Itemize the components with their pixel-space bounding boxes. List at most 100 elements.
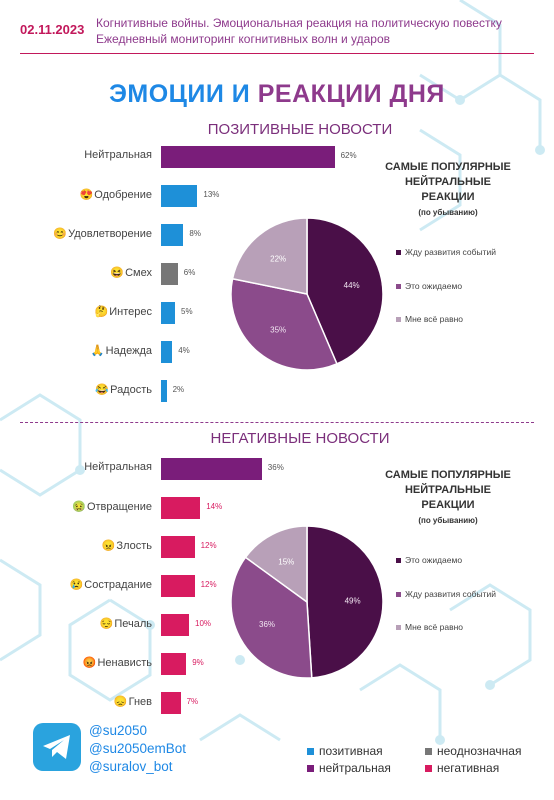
pie-legend-label: Это ожидаемо — [405, 555, 463, 565]
negative-popular-title-line1: САМЫЕ ПОПУЛЯРНЫЕ — [385, 469, 511, 481]
footer-handles: @su2050 @su2050emBot @suralov_bot — [0, 0, 186, 774]
bar-value-label: 14% — [206, 502, 223, 511]
positive-news-title: ПОЗИТИВНЫЕ НОВОСТИ — [207, 121, 393, 138]
bar-category-text: Гнев — [128, 696, 152, 708]
handle-link[interactable]: @suralov_bot — [89, 759, 173, 774]
bar-row: 🤢Отвращение 14% — [0, 497, 554, 519]
header-rule — [20, 53, 534, 54]
positive-popular-title: САМЫЕ ПОПУЛЯРНЫЕ НЕЙТРАЛЬНЫЕ РЕАКЦИИ (по… — [378, 160, 518, 220]
negative-popular-title: САМЫЕ ПОПУЛЯРНЫЕ НЕЙТРАЛЬНЫЕ РЕАКЦИИ (по… — [378, 468, 518, 528]
legend-swatch — [425, 765, 432, 773]
bar-category-text: Надежда — [105, 345, 152, 357]
bar-row: 😢Сострадание 12% — [0, 575, 554, 597]
pie-legend-swatch — [396, 250, 401, 256]
report-subtitle-line1: Когнитивные войны. Эмоциональная реакция… — [96, 16, 502, 30]
bar-row: 😡Ненависть 9% — [0, 653, 554, 675]
bar-value-label: 9% — [192, 658, 204, 667]
pie-slice — [306, 525, 384, 679]
bar-row: 😠Злость 12% — [0, 536, 554, 558]
pie-value-label: 35% — [270, 325, 286, 334]
emoji-icon: 🤢 — [72, 501, 86, 513]
emoji-icon: 😠 — [101, 540, 116, 552]
bar-category-text: Нейтральная — [84, 149, 152, 161]
pie-slice — [244, 525, 308, 604]
bar — [161, 341, 173, 363]
pie-legend-swatch — [396, 625, 401, 631]
bar-value-label: 8% — [189, 229, 201, 238]
handle-link[interactable]: @su2050 — [89, 723, 147, 738]
report-subtitle: Когнитивные войны. Эмоциональная реакция… — [96, 15, 502, 47]
bar-category-text: Одобрение — [94, 189, 152, 201]
pie-value-label: 49% — [345, 597, 361, 606]
pie-value-label: 36% — [259, 620, 275, 629]
negative-bar-chart: Нейтральная 36% 🤢Отвращение 14% 😠Злость 12% 😢С… — [0, 458, 554, 718]
bar-row: 🙏Надежда 4% — [0, 341, 554, 363]
bar-category-label: 😞Гнев — [114, 695, 152, 708]
legend-label: негативная — [437, 761, 500, 775]
emoji-icon: 😊 — [53, 228, 68, 240]
pie-legend-item: Мне всё равно — [396, 622, 463, 632]
bar-row: Нейтральная 62% — [0, 146, 554, 168]
legend-label: нейтральная — [319, 761, 391, 775]
negative-news-title: НЕГАТИВНЫЕ НОВОСТИ — [210, 430, 390, 447]
legend-positive: позитивная — [307, 744, 383, 758]
emoji-icon: 😆 — [110, 267, 125, 279]
bar-row: 😔Печаль 10% — [0, 614, 554, 636]
pie-legend-item: Мне всё равно — [396, 314, 463, 324]
legend-negative: негативная — [425, 761, 499, 775]
bar-row: Нейтральная 36% — [0, 458, 554, 480]
bar — [161, 302, 175, 324]
bar — [161, 536, 195, 558]
handle-link[interactable]: @su2050emBot — [89, 741, 187, 756]
bar — [161, 146, 335, 168]
bar-value-label: 12% — [200, 580, 217, 589]
report-date: 02.11.2023 — [20, 22, 85, 37]
bar-value-label: 12% — [200, 541, 217, 550]
legend-neutral: нейтральная — [307, 761, 391, 775]
bar — [161, 263, 178, 285]
legend-swatch — [307, 765, 314, 773]
bar-category-text: Ненависть — [97, 657, 152, 669]
pie-legend-item: Это ожидаемо — [396, 555, 462, 565]
legend-swatch — [425, 748, 432, 756]
footer-legend: позитивная неоднозначная нейтральная нег… — [0, 0, 521, 775]
bar-category-text: Печаль — [114, 618, 152, 630]
emoji-icon: 😍 — [79, 189, 94, 201]
pie-legend-label: Жду развития событий — [405, 589, 496, 599]
page-title-part2: РЕАКЦИИ ДНЯ — [257, 80, 445, 108]
pie-value-label: 22% — [270, 255, 286, 264]
positive-popular-title-line1: САМЫЕ ПОПУЛЯРНЫЕ — [385, 161, 511, 173]
negative-popular-title-line2: НЕЙТРАЛЬНЫЕ РЕАКЦИИ — [404, 484, 492, 511]
bar — [161, 458, 262, 480]
bar-category-label: 🤔Интерес — [95, 305, 152, 318]
telegram-icon[interactable] — [33, 723, 81, 771]
bar-category-label: 😍Одобрение — [80, 188, 152, 201]
bar-row: 😂Радость 2% — [0, 380, 554, 402]
section-divider — [20, 422, 534, 423]
page-title: ЭМОЦИИ И РЕАКЦИИ ДНЯ — [0, 80, 554, 109]
bar-value-label: 62% — [340, 151, 357, 160]
pie-legend-label: Мне всё равно — [405, 314, 464, 324]
pie-legend-label: Это ожидаемо — [405, 281, 463, 291]
legend-swatch — [307, 748, 314, 756]
bar-row: 😍Одобрение 13% — [0, 185, 554, 207]
bar — [161, 575, 195, 597]
bar — [161, 497, 201, 519]
bar-value-label: 2% — [172, 385, 185, 394]
emoji-icon: 🤔 — [94, 306, 109, 318]
positive-popular-subtitle: (по убыванию) — [418, 208, 478, 217]
pie-legend-swatch — [396, 592, 401, 598]
legend-ambiguous: неоднозначная — [425, 744, 521, 758]
bar-category-text: Смех — [125, 267, 152, 279]
bar — [161, 224, 184, 246]
bar-value-label: 4% — [178, 346, 190, 355]
pie-slice — [230, 277, 338, 371]
bar-category-text: Удовлетворение — [68, 228, 152, 240]
positive-popular-title-line2: НЕЙТРАЛЬНЫЕ РЕАКЦИИ — [404, 176, 492, 203]
positive-bar-chart: Нейтральная 62% 😍Одобрение 13% 😊Удовлетворен… — [0, 146, 554, 402]
bar-category-label: Нейтральная — [84, 149, 152, 161]
legend-label: неоднозначная — [437, 744, 522, 758]
pie-legend-label: Жду развития событий — [405, 247, 496, 257]
bar-category-text: Отвращение — [86, 501, 152, 513]
